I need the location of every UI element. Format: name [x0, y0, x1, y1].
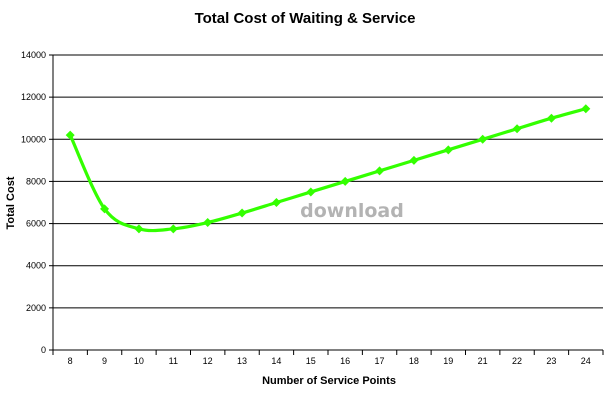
- series-line: [68, 107, 587, 233]
- x-axis-title: Number of Service Points: [262, 375, 396, 387]
- y-tick-label: 12000: [21, 92, 46, 102]
- x-tick-label: 9: [102, 356, 107, 366]
- data-point: [134, 224, 144, 234]
- x-tick-label: 11: [169, 356, 178, 366]
- gridlines: [53, 54, 603, 309]
- data-point: [100, 204, 110, 214]
- data-point: [546, 113, 556, 123]
- x-tick-label: 8: [68, 356, 73, 366]
- data-point: [237, 208, 247, 218]
- x-tick-label: 22: [512, 356, 522, 366]
- x-tick-label: 10: [134, 356, 144, 366]
- x-tick-label: 15: [306, 356, 316, 366]
- data-point: [512, 124, 522, 134]
- x-tick-label: 13: [237, 356, 247, 366]
- data-point: [168, 224, 178, 234]
- series-group: [65, 104, 591, 234]
- y-axis-title: Total Cost: [5, 176, 17, 229]
- x-tick-label: 16: [340, 356, 350, 366]
- y-tick-label: 4000: [26, 261, 46, 271]
- chart-title: Total Cost of Waiting & Service: [195, 10, 416, 27]
- x-tick-label: 14: [271, 356, 281, 366]
- x-tick-label: 24: [581, 356, 591, 366]
- data-point: [340, 176, 350, 186]
- y-tick-label: 6000: [26, 219, 46, 229]
- data-point: [65, 130, 75, 140]
- y-tick-label: 8000: [26, 176, 46, 186]
- x-tick-label: 19: [443, 356, 453, 366]
- data-point: [478, 134, 488, 144]
- data-point: [271, 198, 281, 207]
- data-point: [306, 187, 316, 197]
- y-tick-label: 14000: [21, 50, 46, 60]
- x-tick-label: 21: [478, 356, 488, 366]
- x-tick-label: 18: [409, 356, 419, 366]
- data-point: [581, 104, 591, 114]
- data-point: [409, 155, 419, 165]
- data-point: [443, 145, 453, 155]
- x-tick-label: 23: [546, 356, 556, 366]
- data-point: [203, 218, 213, 228]
- watermark: download: [300, 200, 404, 222]
- x-axis-ticks: 8 9 10 11 12 13 14 15 16 17 18 19 21 22 23 24: [52, 350, 604, 366]
- data-point: [375, 166, 385, 176]
- y-axis-ticks: 0 2000 4000 6000 8000 10000 12000 14000: [21, 50, 53, 355]
- y-tick-label: 10000: [21, 134, 46, 144]
- y-tick-label: 0: [41, 345, 46, 355]
- x-tick-label: 12: [203, 356, 213, 366]
- y-tick-label: 2000: [26, 303, 46, 313]
- x-tick-label: 17: [375, 356, 385, 366]
